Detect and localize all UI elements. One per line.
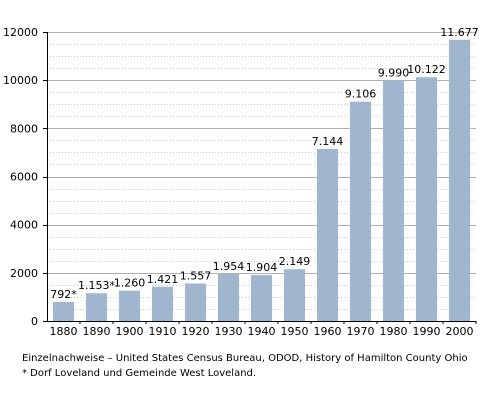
x-tick-label: 2000 (446, 325, 474, 338)
y-tick-label: 6000 (10, 171, 38, 184)
data-label: 7.144 (312, 135, 344, 148)
x-tick-label: 1890 (83, 325, 111, 338)
data-label: 9.990 (378, 66, 410, 79)
data-label: 2.149 (279, 255, 311, 268)
bar (415, 77, 438, 321)
footnote-note: * Dorf Loveland und Gemeinde West Lovela… (22, 368, 257, 379)
y-tick-label: 10000 (3, 74, 38, 87)
x-tick-label: 1910 (149, 325, 177, 338)
x-tick-label: 1920 (182, 325, 210, 338)
y-tick-label: 4000 (10, 219, 38, 232)
data-label: 9.106 (345, 88, 377, 101)
data-label: 1.557 (180, 270, 212, 283)
x-tick-label: 1960 (314, 325, 342, 338)
data-label: 10.122 (407, 63, 446, 76)
footnote-source: Einzelnachweise – United States Census B… (22, 353, 468, 364)
y-tick-label: 12000 (3, 26, 38, 39)
bar (448, 39, 471, 321)
data-label: 1.260 (114, 277, 146, 290)
y-tick-label: 8000 (10, 122, 38, 135)
bar (52, 301, 75, 321)
data-label: 792* (50, 288, 77, 301)
bar (382, 80, 405, 321)
data-label: 1.153* (78, 279, 115, 292)
x-tick-label: 1940 (248, 325, 276, 338)
x-tick-label: 1980 (380, 325, 408, 338)
y-tick-label: 0 (31, 315, 38, 328)
bar (349, 101, 372, 321)
bar (316, 148, 339, 321)
bar (250, 275, 273, 321)
x-tick-label: 1950 (281, 325, 309, 338)
x-tick-label: 1900 (116, 325, 144, 338)
bar (217, 273, 240, 321)
data-label: 1.904 (246, 261, 278, 274)
x-tick-label: 1930 (215, 325, 243, 338)
data-label: 1.954 (213, 260, 245, 273)
x-tick-label: 1990 (413, 325, 441, 338)
y-tick-label: 2000 (10, 267, 38, 280)
bar (283, 269, 306, 321)
bar (118, 290, 141, 321)
x-tick-label: 1880 (50, 325, 78, 338)
bar (151, 286, 174, 321)
bar (85, 293, 108, 321)
bar (184, 283, 207, 321)
data-label: 1.421 (147, 273, 179, 286)
data-label: 11.677 (440, 26, 479, 39)
x-tick-label: 1970 (347, 325, 375, 338)
